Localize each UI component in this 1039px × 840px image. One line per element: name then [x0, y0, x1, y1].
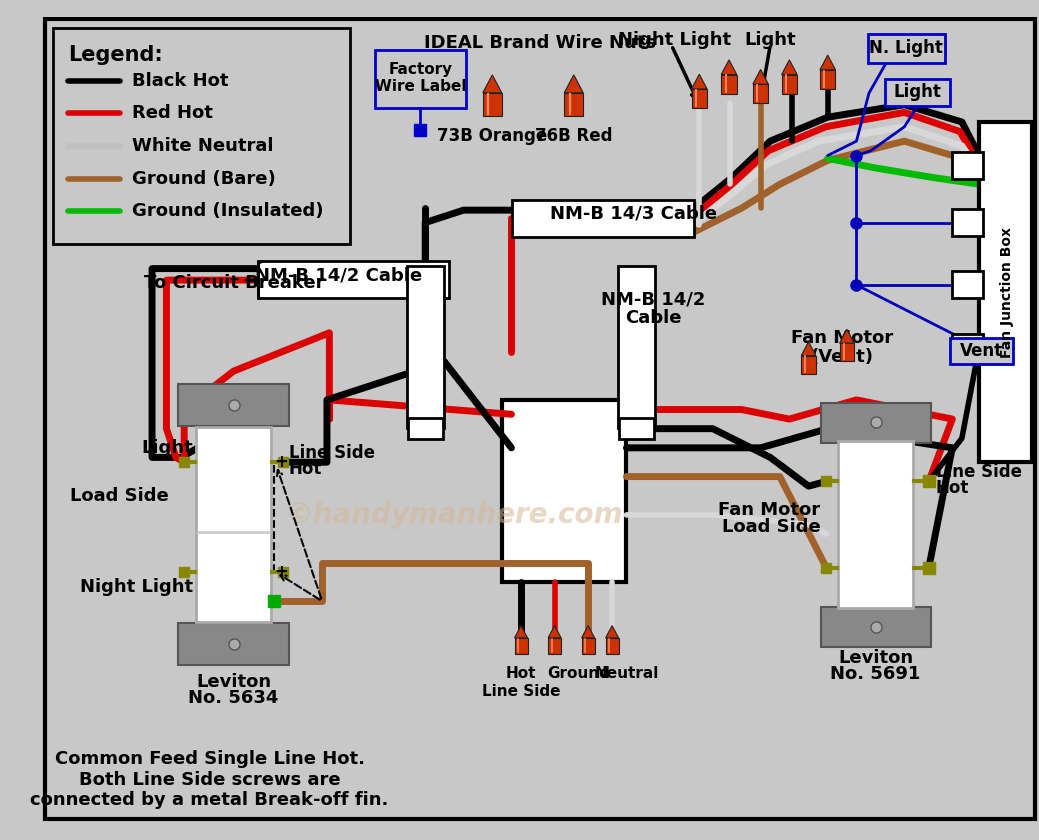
FancyBboxPatch shape	[951, 338, 1013, 365]
FancyBboxPatch shape	[840, 343, 854, 361]
Text: Ground: Ground	[548, 666, 610, 681]
FancyBboxPatch shape	[801, 355, 816, 374]
Text: 73B Orange: 73B Orange	[437, 127, 548, 144]
FancyBboxPatch shape	[753, 84, 769, 103]
FancyBboxPatch shape	[781, 75, 797, 93]
Text: +: +	[274, 454, 288, 471]
Polygon shape	[781, 60, 797, 75]
Text: 76B Red: 76B Red	[535, 127, 613, 144]
Text: NM-B 14/2 Cable: NM-B 14/2 Cable	[256, 266, 423, 284]
FancyBboxPatch shape	[821, 607, 931, 647]
FancyBboxPatch shape	[953, 152, 983, 179]
Text: Vent: Vent	[959, 342, 1003, 360]
Polygon shape	[582, 626, 594, 638]
Text: Hot: Hot	[289, 460, 322, 478]
Polygon shape	[721, 60, 737, 75]
Text: Fan Junction Box: Fan Junction Box	[1001, 227, 1014, 358]
Text: Night Light: Night Light	[618, 31, 731, 49]
Text: Load Side: Load Side	[722, 518, 821, 537]
FancyBboxPatch shape	[179, 623, 289, 665]
Text: Line Side: Line Side	[935, 463, 1021, 480]
FancyBboxPatch shape	[564, 92, 583, 116]
Text: Legend:: Legend:	[68, 45, 162, 66]
Polygon shape	[483, 75, 502, 92]
Text: NM-B 14/2: NM-B 14/2	[602, 291, 705, 308]
Text: To Circuit Breaker: To Circuit Breaker	[144, 274, 325, 292]
FancyBboxPatch shape	[53, 28, 350, 244]
Text: Leviton: Leviton	[838, 649, 913, 667]
FancyBboxPatch shape	[837, 441, 913, 608]
FancyBboxPatch shape	[549, 638, 561, 654]
FancyBboxPatch shape	[195, 427, 271, 622]
FancyBboxPatch shape	[259, 261, 449, 298]
Text: White Neutral: White Neutral	[132, 137, 273, 155]
Text: Light: Light	[894, 83, 941, 102]
Text: ©handymanhere.com: ©handymanhere.com	[285, 501, 622, 529]
Text: Fan Motor: Fan Motor	[718, 501, 821, 519]
FancyBboxPatch shape	[483, 92, 502, 116]
FancyBboxPatch shape	[407, 265, 445, 428]
Text: Load Side: Load Side	[70, 486, 168, 505]
Text: (Vent): (Vent)	[810, 348, 874, 365]
FancyBboxPatch shape	[179, 384, 289, 426]
Text: Wire Label: Wire Label	[375, 79, 467, 94]
Text: Hot
Line Side: Hot Line Side	[482, 666, 560, 699]
FancyBboxPatch shape	[692, 89, 708, 108]
Polygon shape	[549, 626, 561, 638]
Text: NM-B 14/3 Cable: NM-B 14/3 Cable	[550, 204, 717, 222]
Text: Leviton: Leviton	[196, 673, 271, 691]
Text: Red Hot: Red Hot	[132, 104, 213, 123]
Polygon shape	[840, 329, 854, 343]
Text: Light: Light	[744, 31, 796, 49]
Text: Fan Motor: Fan Motor	[791, 328, 894, 347]
FancyBboxPatch shape	[514, 638, 528, 654]
FancyBboxPatch shape	[979, 122, 1032, 462]
Polygon shape	[606, 626, 618, 638]
Text: N. Light: N. Light	[870, 39, 943, 57]
Text: No. 5634: No. 5634	[188, 690, 278, 707]
Polygon shape	[514, 626, 528, 638]
Text: +: +	[274, 564, 288, 581]
Text: Common Feed Single Line Hot.
Both Line Side screws are
connected by a metal Brea: Common Feed Single Line Hot. Both Line S…	[30, 750, 389, 809]
FancyBboxPatch shape	[502, 400, 627, 582]
FancyBboxPatch shape	[821, 403, 931, 443]
Text: Night Light: Night Light	[80, 578, 193, 596]
Polygon shape	[820, 55, 835, 70]
FancyBboxPatch shape	[512, 200, 694, 237]
Text: Black Hot: Black Hot	[132, 71, 229, 90]
Text: Cable: Cable	[625, 309, 682, 328]
FancyBboxPatch shape	[375, 50, 467, 108]
Text: Factory: Factory	[389, 61, 452, 76]
Text: Ground (Insulated): Ground (Insulated)	[132, 202, 323, 220]
Polygon shape	[753, 70, 769, 84]
Text: Line Side: Line Side	[289, 444, 375, 462]
FancyBboxPatch shape	[885, 79, 951, 106]
FancyBboxPatch shape	[408, 418, 444, 439]
FancyBboxPatch shape	[606, 638, 618, 654]
FancyBboxPatch shape	[618, 265, 656, 428]
FancyBboxPatch shape	[868, 34, 944, 62]
FancyBboxPatch shape	[953, 333, 983, 360]
FancyBboxPatch shape	[820, 70, 835, 89]
Polygon shape	[801, 342, 816, 355]
Polygon shape	[692, 74, 708, 89]
FancyBboxPatch shape	[953, 271, 983, 298]
Polygon shape	[564, 75, 583, 92]
Text: Hot: Hot	[935, 479, 969, 497]
FancyBboxPatch shape	[582, 638, 594, 654]
Text: IDEAL Brand Wire Nuts: IDEAL Brand Wire Nuts	[424, 34, 657, 52]
FancyBboxPatch shape	[953, 209, 983, 236]
Text: Light: Light	[141, 438, 193, 457]
Text: Neutral: Neutral	[594, 666, 659, 681]
Text: No. 5691: No. 5691	[830, 665, 921, 684]
FancyBboxPatch shape	[721, 75, 737, 93]
Text: Ground (Bare): Ground (Bare)	[132, 170, 275, 187]
FancyBboxPatch shape	[619, 418, 655, 439]
